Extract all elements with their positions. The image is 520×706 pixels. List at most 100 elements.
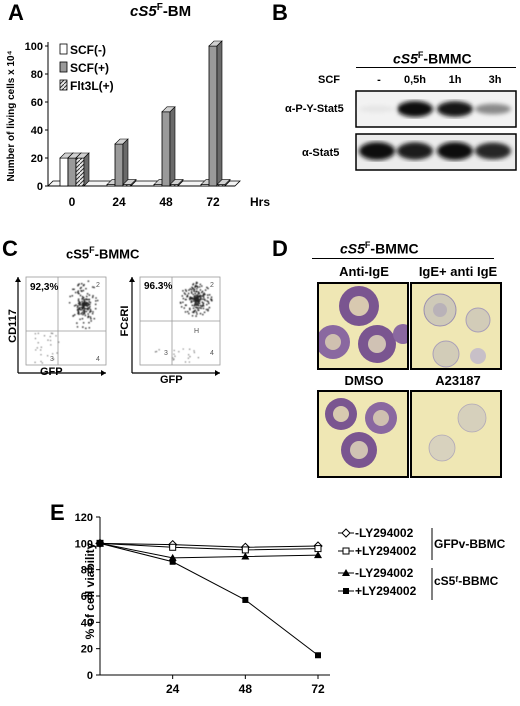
flow-cytometry: 2 3 4 2 H 3 4 — [15, 276, 221, 376]
svg-text:2: 2 — [210, 282, 214, 289]
panel-letter-d: D — [272, 236, 288, 261]
chart-a-xtick-label: 72 — [206, 195, 220, 209]
chart-a-legend-label: SCF(+) — [70, 61, 109, 75]
panel-c-title-main: cS5 — [66, 246, 90, 262]
chart-e-ytick-label: 40 — [81, 617, 93, 629]
chart-e-marker — [242, 596, 249, 603]
micrograph-dmso — [317, 390, 409, 478]
band-py-stat5 — [397, 101, 433, 117]
chart-e-ytick-label: 0 — [87, 670, 93, 682]
panel-a-title-sup: F — [156, 2, 163, 13]
panel-a-title-main: cS5 — [130, 3, 157, 20]
chart-e-ytick-label: 80 — [81, 565, 93, 577]
chart-a-ytick-label: 60 — [31, 97, 43, 109]
facs-plot-2-percent: 96.3% — [144, 281, 173, 292]
svg-text:3: 3 — [164, 350, 168, 357]
panel-letter-b: B — [272, 0, 288, 25]
svg-text:4: 4 — [210, 350, 214, 357]
chart-e-marker — [315, 652, 321, 659]
panel-b-title: cS5F-BMMC — [393, 50, 472, 67]
chart-a-ytick-label: 40 — [31, 125, 43, 137]
facs-plot-2-ylabel: FCεRI — [119, 305, 131, 337]
chart-a-ylabel: Number of living cells x 10⁴ — [6, 50, 17, 181]
chart-a-bar-side — [83, 152, 90, 187]
scf-label: SCF — [318, 74, 340, 86]
panel-b-title-main: cS5 — [393, 50, 418, 67]
panel-d-title-suffix: -BMMC — [370, 240, 419, 257]
chart-e-marker — [241, 546, 249, 554]
western-blot — [355, 90, 517, 171]
chart-a-legend-label: SCF(-) — [70, 43, 106, 57]
chart-a-ytick-label: 100 — [25, 41, 43, 53]
chart-e-xtick-label: 72 — [311, 682, 325, 696]
chart-a-bar-side — [130, 178, 137, 187]
chart-a-ytick-label: 80 — [31, 69, 43, 81]
chart-e-marker — [342, 547, 350, 555]
panel-b-title-rule — [356, 67, 516, 68]
chart-e-marker — [169, 558, 176, 565]
panel-c-title-sup: F — [89, 245, 95, 255]
chart-e-ytick-label: 100 — [75, 538, 93, 550]
chart-a-bar-side — [224, 178, 231, 187]
legend-e-item-4: +LY294002 — [355, 584, 417, 598]
chart-a-bar — [59, 157, 69, 187]
panel-letter-e: E — [50, 500, 65, 525]
panel-d-title-sup: F — [364, 240, 371, 250]
chart-e-series-line — [99, 542, 319, 548]
chart-e-marker — [97, 540, 103, 547]
svg-text:2: 2 — [96, 282, 100, 289]
legend-e-item-1: -LY294002 — [355, 526, 414, 540]
chart-a-ytick-label: 20 — [31, 153, 43, 165]
chart-e-xtick-label: 24 — [166, 682, 180, 696]
chart-e-xtick-label: 48 — [239, 682, 253, 696]
facs-plot-2-xlabel: GFP — [160, 374, 183, 386]
chart-e-series-line — [99, 542, 319, 559]
chart-e-marker — [341, 528, 351, 538]
lane-label: 3h — [488, 74, 502, 86]
chart-a-legend-label: Flt3L(+) — [70, 79, 114, 93]
band-stat5 — [359, 142, 395, 160]
chart-e-marker — [342, 569, 350, 576]
panel-e-ylabel: % of cell viability — [83, 542, 97, 640]
blot-label-py-stat5: α-P-Y-Stat5 — [285, 103, 344, 115]
lane-label: 0,5h — [403, 74, 426, 86]
chart-e-series-line — [99, 542, 319, 656]
facs-plot-1-ylabel: CD117 — [7, 309, 19, 343]
panel-b-title-suffix: -BMMC — [423, 50, 472, 67]
chart-a-bar — [114, 143, 124, 187]
legend-e — [338, 528, 433, 600]
chart-a-bar-side — [216, 40, 223, 187]
band-py-stat5 — [475, 103, 511, 115]
chart-a-bar — [208, 45, 218, 187]
chart-a-xtick-label: 48 — [159, 195, 173, 209]
facs-plot-1-percent: 92,3% — [30, 282, 59, 293]
chart-a-ytick-label: 0 — [37, 181, 43, 193]
band-stat5 — [475, 142, 511, 160]
band-py-stat5 — [437, 101, 473, 117]
panel-letter-a: A — [8, 0, 24, 25]
panel-d-title: cS5F-BMMC — [340, 240, 419, 257]
chart-e-ytick-label: 20 — [81, 644, 93, 656]
chart-a-legend-swatch — [59, 61, 68, 73]
panel-a-title-suffix: -BM — [162, 3, 192, 20]
chart-e-ytick-label: 60 — [81, 591, 93, 603]
chart-a-bar-side — [169, 106, 176, 187]
micro-label-a23187: A23187 — [435, 373, 481, 388]
micrograph-anti-ige — [317, 282, 409, 370]
legend-e-item-3: -LY294002 — [355, 566, 414, 580]
chart-e-marker — [314, 545, 322, 553]
line-chart-e: 020406080100120244872hrs — [75, 512, 330, 696]
micrograph-a23187 — [410, 390, 502, 478]
chart-a-bar — [75, 157, 85, 187]
legend-e-group1: GFPv-BBMC — [434, 537, 506, 551]
chart-e-marker — [241, 552, 250, 560]
micro-label-ige-anti-ige: IgE+ anti IgE — [418, 264, 498, 279]
chart-e-marker — [343, 588, 349, 594]
legend-e-item-2: +LY294002 — [355, 544, 417, 558]
chart-a-bar-side — [177, 178, 184, 187]
chart-e-series-line — [99, 542, 319, 551]
band-py-stat5 — [359, 105, 395, 113]
chart-a-legend-swatch — [59, 43, 68, 55]
panel-d-title-rule — [312, 258, 494, 259]
facs-plot-1-dots — [34, 280, 99, 364]
